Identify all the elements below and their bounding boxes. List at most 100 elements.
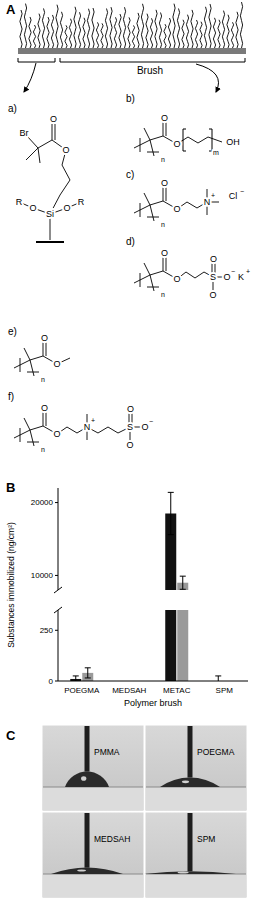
polymer-chain bbox=[159, 13, 161, 48]
error-bar bbox=[215, 676, 221, 681]
bond bbox=[198, 137, 208, 143]
polymer-chain bbox=[29, 17, 31, 48]
atom: O bbox=[63, 203, 70, 213]
polymer-chain bbox=[78, 12, 80, 48]
atom: O bbox=[53, 429, 60, 439]
atom: − bbox=[240, 188, 244, 195]
atom: O bbox=[53, 359, 60, 369]
droplet-highlight bbox=[182, 780, 189, 783]
droplet bbox=[144, 871, 236, 874]
bond bbox=[150, 205, 154, 221]
photo-label: MEDSAH bbox=[94, 834, 130, 844]
bracket bbox=[209, 129, 212, 151]
polymer-chain bbox=[114, 17, 116, 48]
bond bbox=[150, 140, 154, 156]
atom: N bbox=[84, 422, 91, 432]
arrow bbox=[24, 63, 36, 92]
polymer-chain bbox=[227, 15, 229, 48]
bar bbox=[177, 610, 188, 681]
error-bar bbox=[168, 492, 174, 534]
error-cap bbox=[168, 534, 174, 535]
polymer-chain bbox=[173, 4, 175, 48]
panel-c: CPMMAPOEGMAMEDSAHSPM bbox=[6, 725, 247, 898]
bond bbox=[144, 263, 150, 275]
polymer-chain bbox=[101, 23, 103, 48]
bond bbox=[30, 430, 34, 446]
bond bbox=[14, 430, 30, 438]
panel-a: ABrusha)BrOOSiOORRb)nOOmOHc)nOON+Cl−d)nO… bbox=[6, 2, 250, 453]
photo: MEDSAH bbox=[42, 812, 144, 898]
atom: O bbox=[141, 422, 148, 432]
error-bar bbox=[73, 676, 79, 681]
atom: + bbox=[246, 268, 250, 275]
needle bbox=[85, 726, 90, 772]
bond bbox=[27, 372, 39, 373]
bond bbox=[208, 137, 222, 142]
bond bbox=[46, 412, 47, 426]
atom: K bbox=[238, 272, 244, 282]
structure-label: f) bbox=[8, 391, 14, 402]
polymer-chain bbox=[132, 25, 134, 48]
polymer-chain bbox=[155, 10, 157, 48]
x-tick-label: POEGMA bbox=[64, 686, 100, 695]
polymer-chain bbox=[177, 9, 179, 48]
polymer-chain bbox=[186, 15, 188, 48]
bond bbox=[38, 140, 52, 148]
bond bbox=[140, 203, 141, 217]
atom: O bbox=[41, 403, 48, 413]
atom: Si bbox=[46, 209, 54, 219]
atom: n bbox=[161, 291, 165, 298]
bond bbox=[134, 275, 150, 283]
polymer-chain bbox=[60, 12, 62, 48]
figure: ABrusha)BrOOSiOORRb)nOOmOHc)nOON+Cl−d)nO… bbox=[0, 0, 255, 899]
polymer-chain bbox=[69, 19, 71, 48]
error-bar bbox=[85, 668, 91, 678]
bond bbox=[14, 360, 30, 368]
brush-chains bbox=[20, 2, 243, 48]
atom: − bbox=[231, 268, 235, 275]
photo: SPM bbox=[144, 812, 247, 898]
polymer-chain bbox=[74, 7, 76, 48]
polymer-chain bbox=[218, 20, 220, 48]
atom: O bbox=[210, 254, 217, 264]
atom: O bbox=[161, 113, 168, 123]
bond bbox=[147, 217, 159, 218]
bond bbox=[30, 426, 43, 430]
structure: d)nOOSOOO−K+ bbox=[126, 236, 250, 300]
atom: n bbox=[161, 156, 165, 163]
structure-label: c) bbox=[126, 169, 134, 180]
polymer-chain bbox=[110, 7, 112, 48]
atom: O bbox=[126, 440, 133, 450]
brush-label: Brush bbox=[137, 65, 163, 76]
bond bbox=[150, 201, 163, 205]
atom: R bbox=[78, 197, 85, 207]
photo-bg bbox=[145, 725, 247, 811]
photo-label: SPM bbox=[197, 834, 215, 844]
bond bbox=[163, 257, 164, 271]
bond bbox=[55, 124, 56, 140]
polymer-chain bbox=[83, 18, 85, 48]
background bbox=[0, 0, 255, 899]
atom: n bbox=[41, 446, 45, 453]
atom: O bbox=[29, 203, 36, 213]
panel-label: A bbox=[6, 2, 16, 17]
atom: O bbox=[161, 178, 168, 188]
error-line bbox=[218, 676, 219, 681]
polymer-chain bbox=[168, 18, 170, 48]
atom: OH bbox=[226, 137, 240, 147]
y-tick-label: 10000 bbox=[31, 571, 54, 580]
bond bbox=[144, 128, 150, 140]
axis-break bbox=[54, 587, 62, 593]
bond bbox=[27, 442, 39, 443]
polymer-chain bbox=[24, 4, 26, 48]
structure-label: b) bbox=[126, 93, 135, 104]
polymer-chain bbox=[141, 4, 143, 48]
atom: S bbox=[127, 422, 133, 432]
polymer-chain bbox=[231, 22, 233, 48]
photo-bg bbox=[42, 725, 144, 811]
atom: − bbox=[149, 418, 153, 425]
bond bbox=[163, 122, 164, 136]
polymer-chain bbox=[119, 14, 121, 48]
bond bbox=[38, 148, 40, 163]
substrate-surface bbox=[43, 787, 143, 810]
